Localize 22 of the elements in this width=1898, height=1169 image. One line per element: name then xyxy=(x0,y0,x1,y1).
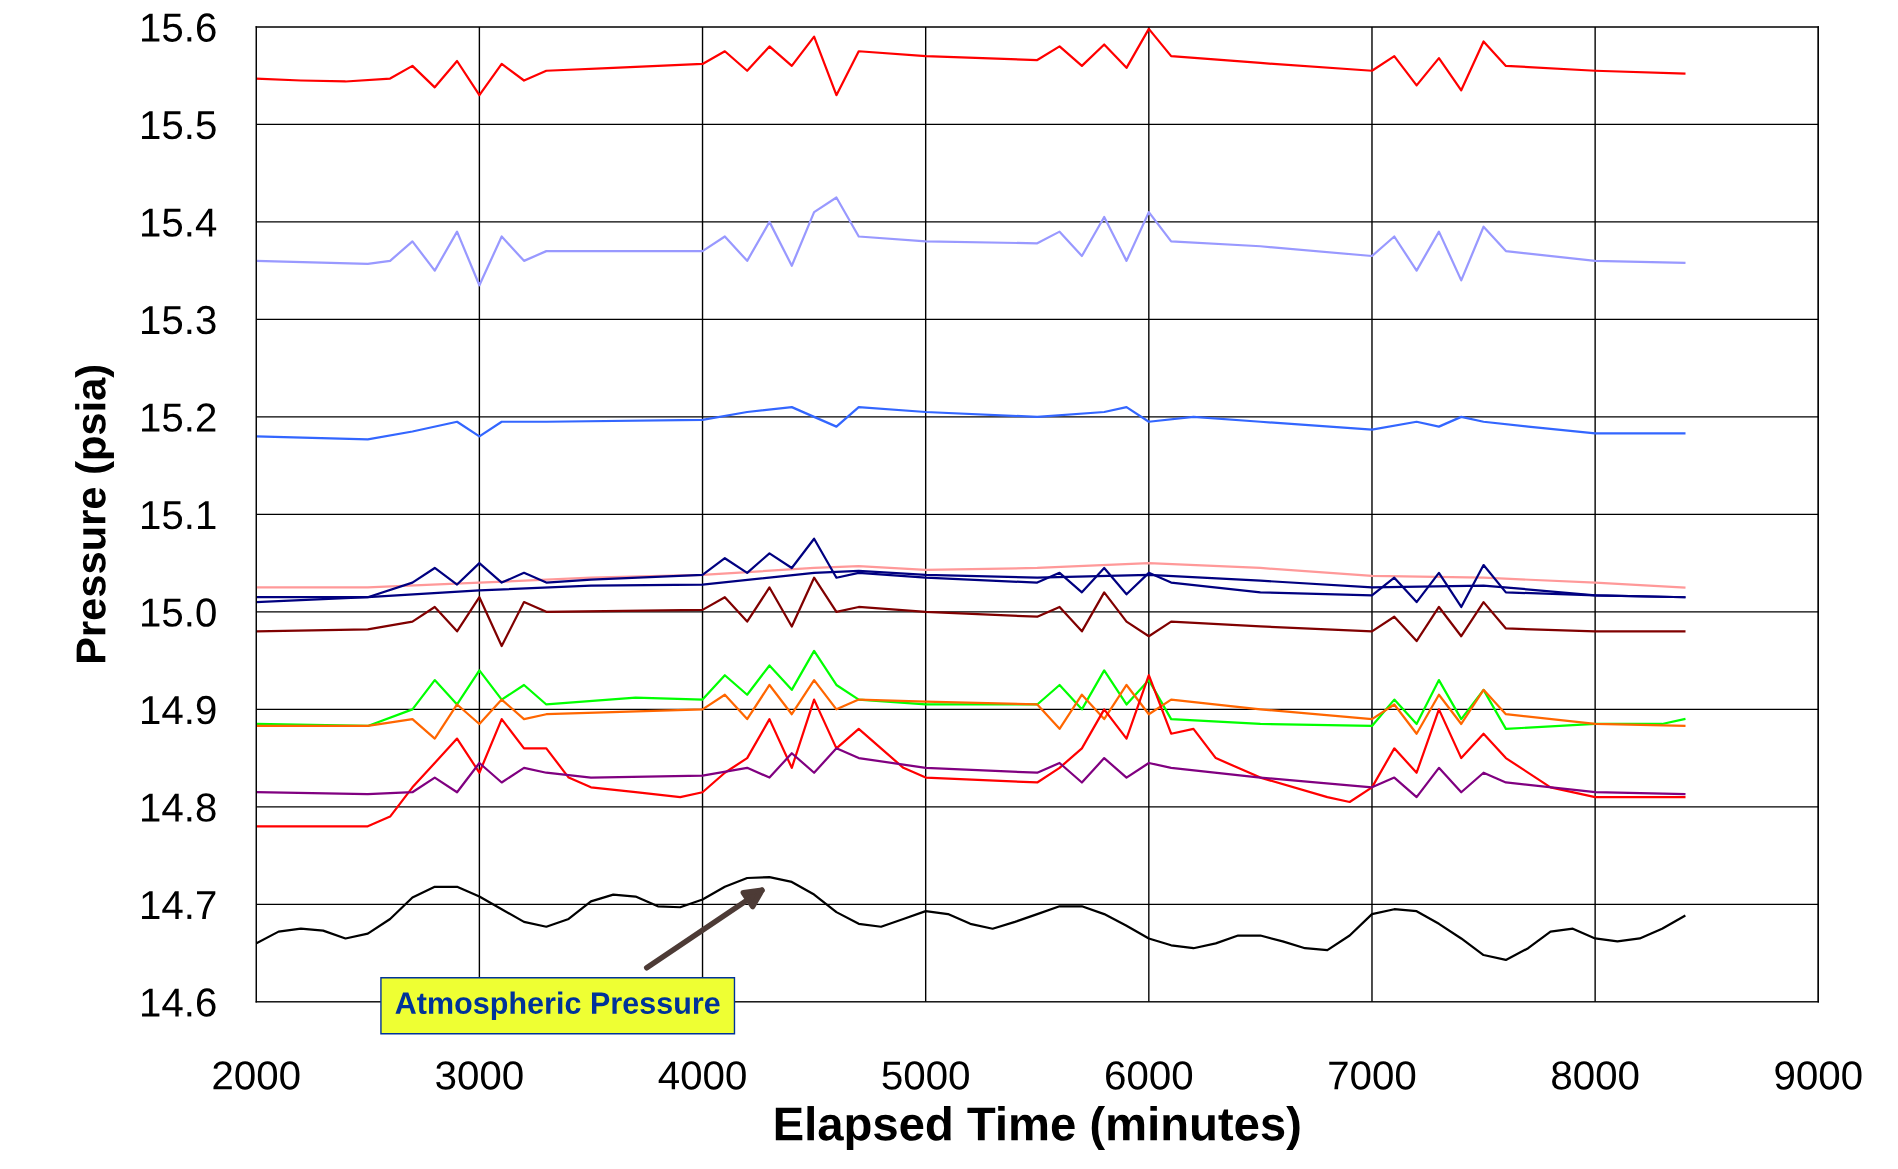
x-axis-title: Elapsed Time (minutes) xyxy=(775,1106,1300,1151)
y-tick-label: 15.4 xyxy=(142,208,217,237)
x-tick-label: 3000 xyxy=(436,1061,523,1090)
y-tick-label: 15.1 xyxy=(142,501,216,530)
y-tick-label: 15.2 xyxy=(142,403,216,432)
y-tick-label: 15.0 xyxy=(142,598,216,627)
y-tick-label: 14.7 xyxy=(142,891,216,919)
x-tick-label: 2000 xyxy=(213,1061,300,1090)
y-tick-label: 15.3 xyxy=(142,305,216,335)
x-tick-label: 4000 xyxy=(658,1061,746,1090)
y-axis-title: Pressure (psia) xyxy=(75,365,114,663)
x-tick-label: 6000 xyxy=(1106,1061,1193,1090)
x-tick-label: 7000 xyxy=(1329,1061,1416,1090)
x-tick-label: 8000 xyxy=(1552,1061,1639,1090)
x-tick-label: 9000 xyxy=(1775,1061,1862,1090)
y-tick-label: 14.6 xyxy=(142,988,216,1017)
annotation: Atmospheric Pressure xyxy=(395,991,720,1020)
y-tick-label: 14.8 xyxy=(142,793,216,822)
y-tick-label: 14.9 xyxy=(142,695,216,725)
y-tick-label: 15.6 xyxy=(142,13,216,42)
y-tick-label: 15.5 xyxy=(142,111,216,140)
x-tick-label: 5000 xyxy=(882,1061,969,1090)
